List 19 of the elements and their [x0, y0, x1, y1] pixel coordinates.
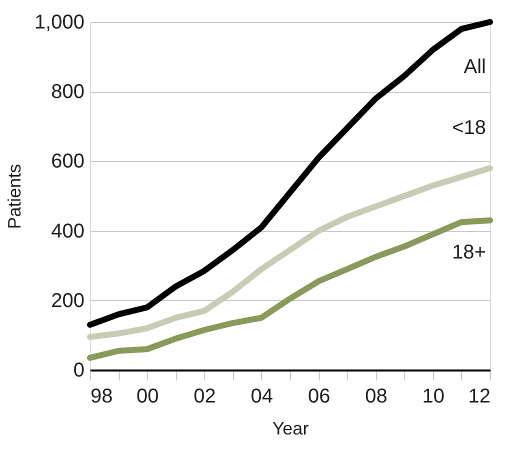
y-tick-label: 200: [51, 290, 84, 312]
x-tick-label: 02: [194, 386, 216, 408]
y-tick-label: 600: [51, 150, 84, 173]
x-axis-title: Year: [272, 418, 309, 438]
y-tick-label: 0: [73, 360, 84, 382]
x-tick-label: 00: [136, 386, 159, 408]
x-tick-label: 12: [468, 386, 490, 408]
x-tick-label: 98: [90, 386, 113, 408]
series-label: All: [464, 56, 486, 78]
x-tick-label: 08: [365, 386, 388, 408]
x-tick-label: 10: [422, 386, 444, 408]
series-label: 18+: [452, 241, 486, 264]
series-label: <18: [452, 117, 486, 140]
y-tick-label: 400: [51, 220, 84, 242]
y-tick-label: 800: [51, 81, 84, 104]
y-tick-label: 1,000: [34, 12, 84, 34]
y-axis-title: Patients: [4, 164, 24, 230]
x-tick-label: 04: [250, 386, 274, 408]
x-tick-label: 06: [308, 386, 330, 408]
